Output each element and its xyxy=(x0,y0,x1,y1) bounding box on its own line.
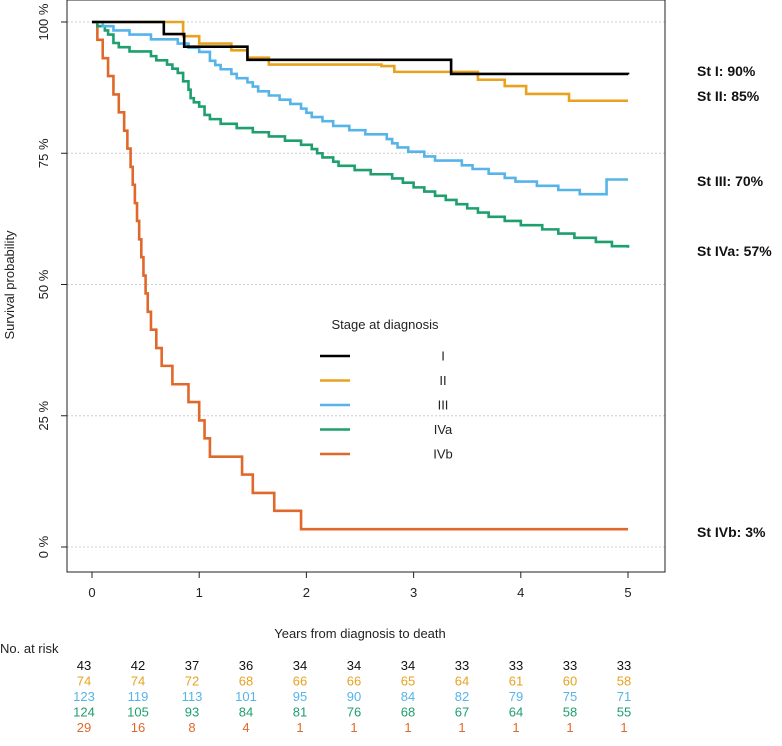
risk-cell-stage-iii: 71 xyxy=(617,689,631,704)
risk-cell-stage-ii: 58 xyxy=(617,674,631,689)
end-label-stage-iii: St III: 70% xyxy=(697,173,764,189)
risk-cell-stage-i: 34 xyxy=(401,658,415,673)
legend-label-ivb: IVb xyxy=(433,447,453,462)
y-axis-label: Survival probability xyxy=(2,230,17,340)
risk-cell-stage-ii: 61 xyxy=(509,674,523,689)
risk-cell-stage-ii: 66 xyxy=(293,674,307,689)
curve-stage-ivb xyxy=(92,20,628,531)
risk-cell-stage-iva: 64 xyxy=(509,705,523,720)
end-label-stage-iva: St IVa: 57% xyxy=(697,243,772,259)
risk-cell-stage-ii: 74 xyxy=(131,674,145,689)
legend-label-i: I xyxy=(441,349,445,364)
risk-cell-stage-i: 42 xyxy=(131,658,145,673)
risk-cell-stage-ii: 72 xyxy=(185,674,199,689)
y-tick-label: 25 % xyxy=(36,400,51,430)
risk-cell-stage-ivb: 8 xyxy=(188,720,195,735)
risk-cell-stage-iva: 58 xyxy=(563,705,577,720)
curve-stage-i xyxy=(92,20,630,76)
risk-cell-stage-i: 33 xyxy=(617,658,631,673)
risk-cell-stage-ii: 65 xyxy=(401,674,415,689)
risk-cell-stage-iii: 119 xyxy=(128,689,149,704)
legend-label-iii: III xyxy=(438,398,449,413)
risk-cell-stage-iva: 84 xyxy=(239,705,253,720)
risk-cell-stage-ivb: 1 xyxy=(350,720,357,735)
risk-cell-stage-ii: 66 xyxy=(347,674,361,689)
curve-stage-iii xyxy=(92,20,628,196)
x-tick-label: 5 xyxy=(624,585,631,600)
risk-cell-stage-iii: 113 xyxy=(182,689,203,704)
risk-cell-stage-iva: 124 xyxy=(73,705,95,720)
end-labels: St I: 90% St II: 85% St III: 70% St IVa: 57… xyxy=(697,63,772,540)
risk-cell-stage-iva: 81 xyxy=(293,705,307,720)
risk-cell-stage-ivb: 1 xyxy=(512,720,519,735)
risk-cell-stage-ivb: 1 xyxy=(458,720,465,735)
y-tick-label: 75 % xyxy=(36,138,51,168)
risk-cell-stage-iva: 105 xyxy=(127,705,149,720)
x-tick-label: 4 xyxy=(517,585,524,600)
risk-cell-stage-ii: 74 xyxy=(77,674,91,689)
axes: 0 1 2 3 4 50 %25 %50 %75 %100 % xyxy=(36,3,632,600)
x-tick-label: 2 xyxy=(303,585,310,600)
risk-cell-stage-iii: 75 xyxy=(563,689,577,704)
end-label-stage-ivb: St IVb: 3% xyxy=(697,524,766,540)
risk-cell-stage-i: 37 xyxy=(185,658,199,673)
x-tick-label: 3 xyxy=(410,585,417,600)
risk-cell-stage-iii: 123 xyxy=(73,689,95,704)
risk-cell-stage-i: 36 xyxy=(239,658,253,673)
risk-cell-stage-ii: 64 xyxy=(455,674,469,689)
risk-cell-stage-iva: 93 xyxy=(185,705,199,720)
risk-cell-stage-ii: 68 xyxy=(239,674,253,689)
risk-cell-stage-i: 33 xyxy=(509,658,523,673)
risk-cell-stage-ivb: 1 xyxy=(620,720,627,735)
risk-cell-stage-ivb: 16 xyxy=(131,720,145,735)
risk-cell-stage-iva: 55 xyxy=(617,705,631,720)
risk-table: 43 42 37 36 34 34 34 33 33 33 33 74 74 72 68 66 66 65 64 61… xyxy=(73,658,631,735)
curve-stage-ii xyxy=(92,20,628,103)
x-tick-label: 1 xyxy=(196,585,203,600)
risk-cell-stage-ivb: 4 xyxy=(242,720,249,735)
risk-cell-stage-ivb: 1 xyxy=(566,720,573,735)
risk-cell-stage-ivb: 1 xyxy=(296,720,303,735)
risk-cell-stage-ivb: 1 xyxy=(404,720,411,735)
risk-cell-stage-ii: 60 xyxy=(563,674,577,689)
end-label-stage-ii: St II: 85% xyxy=(697,88,760,104)
end-label-stage-i: St I: 90% xyxy=(697,63,756,79)
y-tick-label: 0 % xyxy=(36,535,51,558)
y-tick-label: 50 % xyxy=(36,269,51,299)
risk-cell-stage-i: 34 xyxy=(293,658,307,673)
risk-cell-stage-i: 34 xyxy=(347,658,361,673)
risk-cell-stage-ivb: 29 xyxy=(77,720,91,735)
risk-cell-stage-iva: 67 xyxy=(455,705,469,720)
risk-table-header: No. at risk xyxy=(0,641,59,656)
y-tick-label: 100 % xyxy=(36,3,51,40)
risk-cell-stage-i: 43 xyxy=(77,658,91,673)
risk-cell-stage-iii: 95 xyxy=(293,689,307,704)
curve-stage-iva xyxy=(92,20,630,248)
survival-curves xyxy=(92,20,630,531)
x-axis-label: Years from diagnosis to death xyxy=(274,626,446,641)
x-tick-label: 0 xyxy=(88,585,95,600)
risk-cell-stage-iii: 101 xyxy=(235,689,257,704)
risk-cell-stage-iii: 82 xyxy=(455,689,469,704)
risk-cell-stage-iii: 84 xyxy=(401,689,415,704)
risk-cell-stage-i: 33 xyxy=(563,658,577,673)
risk-cell-stage-iii: 79 xyxy=(509,689,523,704)
risk-cell-stage-iva: 76 xyxy=(347,705,361,720)
risk-cell-stage-iii: 90 xyxy=(347,689,361,704)
legend-label-iva: IVa xyxy=(434,422,453,437)
risk-cell-stage-iva: 68 xyxy=(401,705,415,720)
plot-frame xyxy=(66,0,666,573)
legend-label-ii: II xyxy=(439,373,446,388)
risk-cell-stage-i: 33 xyxy=(455,658,469,673)
legend-title: Stage at diagnosis xyxy=(332,317,439,332)
